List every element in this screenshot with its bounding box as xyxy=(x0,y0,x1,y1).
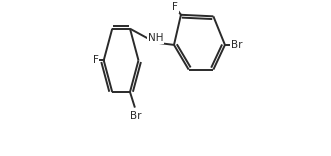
Text: F: F xyxy=(93,55,99,65)
Text: F: F xyxy=(172,2,178,12)
Text: Br: Br xyxy=(231,40,242,50)
Text: NH: NH xyxy=(148,33,163,43)
Text: Br: Br xyxy=(130,111,142,121)
